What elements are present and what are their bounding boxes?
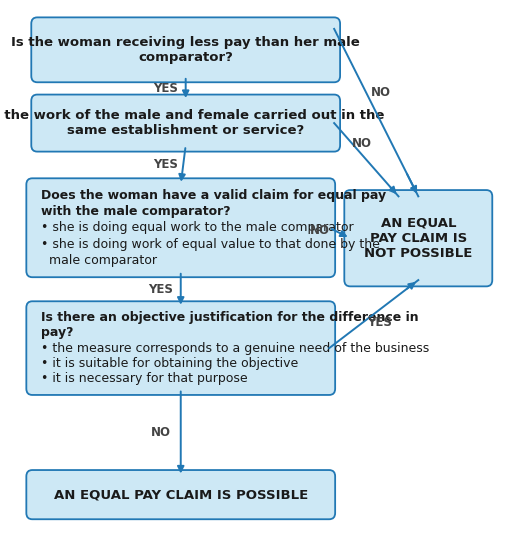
Text: NO: NO — [151, 426, 171, 439]
FancyBboxPatch shape — [344, 190, 492, 286]
Text: Is the work of the male and female carried out in the
same establishment or serv: Is the work of the male and female carri… — [0, 109, 384, 137]
Text: • she is doing work of equal value to that done by the: • she is doing work of equal value to th… — [41, 238, 380, 250]
FancyBboxPatch shape — [31, 95, 340, 152]
Text: Does the woman have a valid claim for equal pay: Does the woman have a valid claim for eq… — [41, 189, 386, 202]
FancyBboxPatch shape — [26, 470, 335, 519]
FancyBboxPatch shape — [31, 18, 340, 82]
Text: • the measure corresponds to a genuine need of the business: • the measure corresponds to a genuine n… — [41, 342, 429, 355]
Text: AN EQUAL
PAY CLAIM IS
NOT POSSIBLE: AN EQUAL PAY CLAIM IS NOT POSSIBLE — [364, 217, 473, 260]
Text: • it is suitable for obtaining the objective: • it is suitable for obtaining the objec… — [41, 357, 298, 370]
FancyBboxPatch shape — [26, 301, 335, 395]
Text: pay?: pay? — [41, 326, 74, 339]
Text: YES: YES — [154, 82, 178, 95]
Text: AN EQUAL PAY CLAIM IS POSSIBLE: AN EQUAL PAY CLAIM IS POSSIBLE — [54, 488, 308, 501]
Text: YES: YES — [148, 282, 173, 296]
Text: NO: NO — [371, 86, 391, 99]
Text: male comparator: male comparator — [41, 254, 157, 267]
Text: YES: YES — [367, 316, 392, 329]
Text: • it is necessary for that purpose: • it is necessary for that purpose — [41, 372, 248, 385]
Text: Is the woman receiving less pay than her male
comparator?: Is the woman receiving less pay than her… — [11, 36, 360, 64]
Text: Is there an objective justification for the difference in: Is there an objective justification for … — [41, 311, 419, 324]
Text: NO: NO — [351, 137, 372, 150]
Text: NO: NO — [310, 224, 330, 237]
Text: with the male comparator?: with the male comparator? — [41, 205, 231, 218]
Text: • she is doing equal work to the male comparator: • she is doing equal work to the male co… — [41, 221, 354, 234]
FancyBboxPatch shape — [26, 178, 335, 277]
Text: YES: YES — [154, 159, 178, 171]
